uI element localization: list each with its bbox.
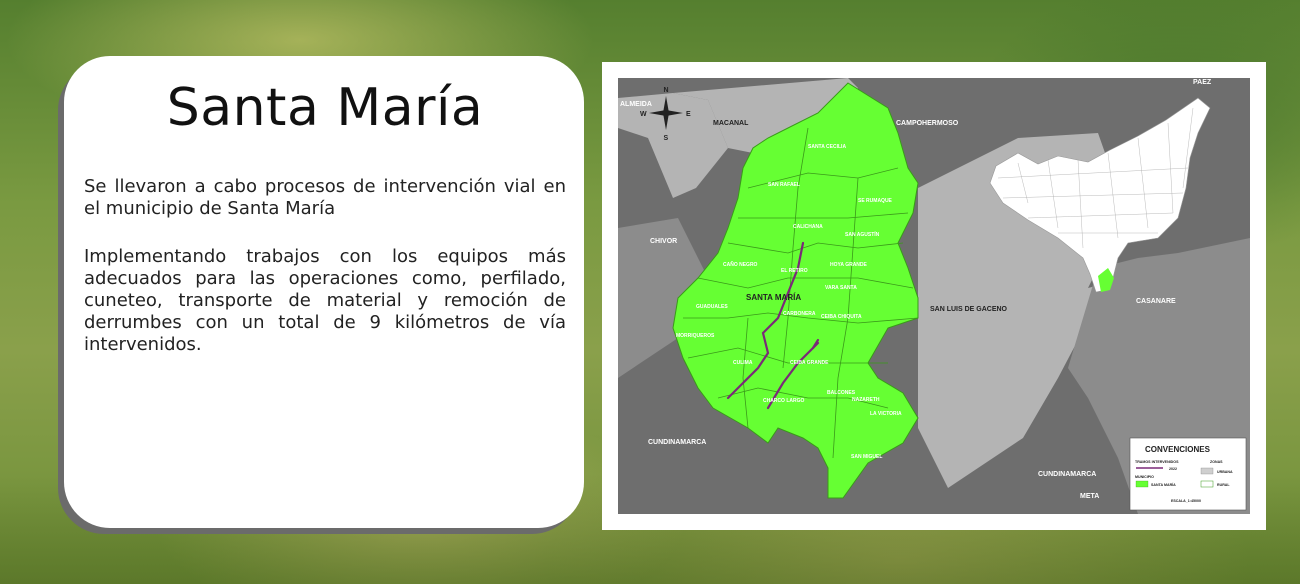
compass-rose: N S E W — [640, 87, 691, 142]
vereda-san-rafael: SAN RAFAEL — [768, 182, 800, 188]
vereda-la-victoria: LA VICTORIA — [870, 411, 902, 417]
label-meta: META — [1080, 493, 1099, 500]
legend-title: CONVENCIONES — [1145, 445, 1211, 454]
vereda-santa-cecilia: SANTA CECILIA — [808, 144, 846, 150]
legend-rural-swatch — [1200, 480, 1214, 488]
info-card: Santa María Se llevaron a cabo procesos … — [64, 56, 584, 528]
label-cundinamarca-left: CUNDINAMARCA — [648, 439, 706, 446]
label-chivor: CHIVOR — [650, 238, 677, 245]
compass-w: W — [640, 111, 647, 118]
compass-n: N — [664, 87, 669, 94]
legend-zonas: ZONAS — [1210, 460, 1223, 464]
legend-box — [1129, 437, 1247, 511]
vereda-guaduales: GUADUALES — [696, 304, 728, 310]
label-casanare: CASANARE — [1136, 298, 1176, 305]
vereda-cano-negro: CAÑO NEGRO — [723, 261, 758, 268]
boyaca-municipal-lines — [997, 107, 1194, 249]
vereda-san-miguel: SAN MIGUEL — [851, 454, 882, 460]
legend-urbana-swatch — [1200, 467, 1214, 475]
vereda-ceiba-grande: CEIBA GRANDE — [790, 360, 829, 366]
legend-escala: ESCALA_1:45000 — [1171, 499, 1201, 503]
legend-rural: RURAL — [1217, 483, 1230, 487]
municipality-map: N S E W ALMEIDA MACANAL CAMPOHERMOSO PAE… — [618, 78, 1250, 514]
compass-s: S — [664, 135, 669, 142]
label-san-luis: SAN LUIS DE GACENO — [930, 306, 1008, 313]
legend-urbana: URBANA — [1217, 470, 1233, 474]
vereda-charco-largo: CHARCO LARGO — [763, 398, 804, 404]
vereda-el-retiro: EL RETIRO — [781, 268, 808, 274]
label-paez: PAEZ — [1193, 79, 1212, 86]
label-cundinamarca-right: CUNDINAMARCA — [1038, 471, 1096, 478]
vereda-nazareth: NAZARETH — [852, 397, 880, 403]
vereda-caldana: CALICHANA — [793, 224, 823, 230]
vereda-culima: CULIMA — [733, 360, 753, 366]
map-frame: N S E W ALMEIDA MACANAL CAMPOHERMOSO PAE… — [602, 62, 1266, 530]
vereda-carbonera: CARBONERA — [783, 311, 816, 317]
department-inset-map — [989, 97, 1211, 293]
vereda-san-agustin: SAN AGUSTÍN — [845, 230, 880, 238]
legend-year: 2022 — [1169, 467, 1177, 471]
compass-e: E — [686, 111, 691, 118]
label-campohermoso: CAMPOHERMOSO — [896, 120, 959, 127]
inset-santa-maria — [1098, 268, 1114, 292]
legend-santa-maria-swatch — [1135, 480, 1149, 488]
chivor-region — [618, 218, 708, 378]
label-santa-maria: SANTA MARÍA — [746, 293, 801, 302]
legend-municipio: MUNICIPIO — [1135, 475, 1154, 479]
card-paragraph-intervention: Se llevaron a cabo procesos de intervenc… — [84, 176, 566, 219]
vereda-balcones: BALCONES — [827, 390, 856, 396]
legend-santa-maria: SANTA MARÍA — [1151, 482, 1176, 487]
roads-intervened — [726, 241, 820, 410]
legend-tramos: TRAMOS INTERVENIDOS — [1135, 460, 1179, 464]
vereda-ceiba-chiquita: CEIBA CHIQUITA — [821, 314, 862, 320]
vereda-rumaque: SE RUMAQUE — [858, 198, 893, 204]
card-paragraph-works: Implementando trabajos con los equipos m… — [84, 246, 566, 355]
label-macanal: MACANAL — [713, 120, 749, 127]
vereda-morriqueros: MORRIQUEROS — [676, 333, 715, 339]
map-legend: CONVENCIONES TRAMOS INTERVENIDOS 2022 ZO… — [1129, 437, 1247, 511]
boyaca-outline — [989, 97, 1211, 293]
vereda-hoya-grande: HOYA GRANDE — [830, 262, 868, 268]
vereda-vara-santa: VARA SANTA — [825, 285, 857, 291]
vereda-boundaries — [683, 127, 919, 459]
almeida-region — [618, 93, 728, 198]
label-almeida: ALMEIDA — [620, 101, 652, 108]
card-title: Santa María — [166, 78, 484, 138]
